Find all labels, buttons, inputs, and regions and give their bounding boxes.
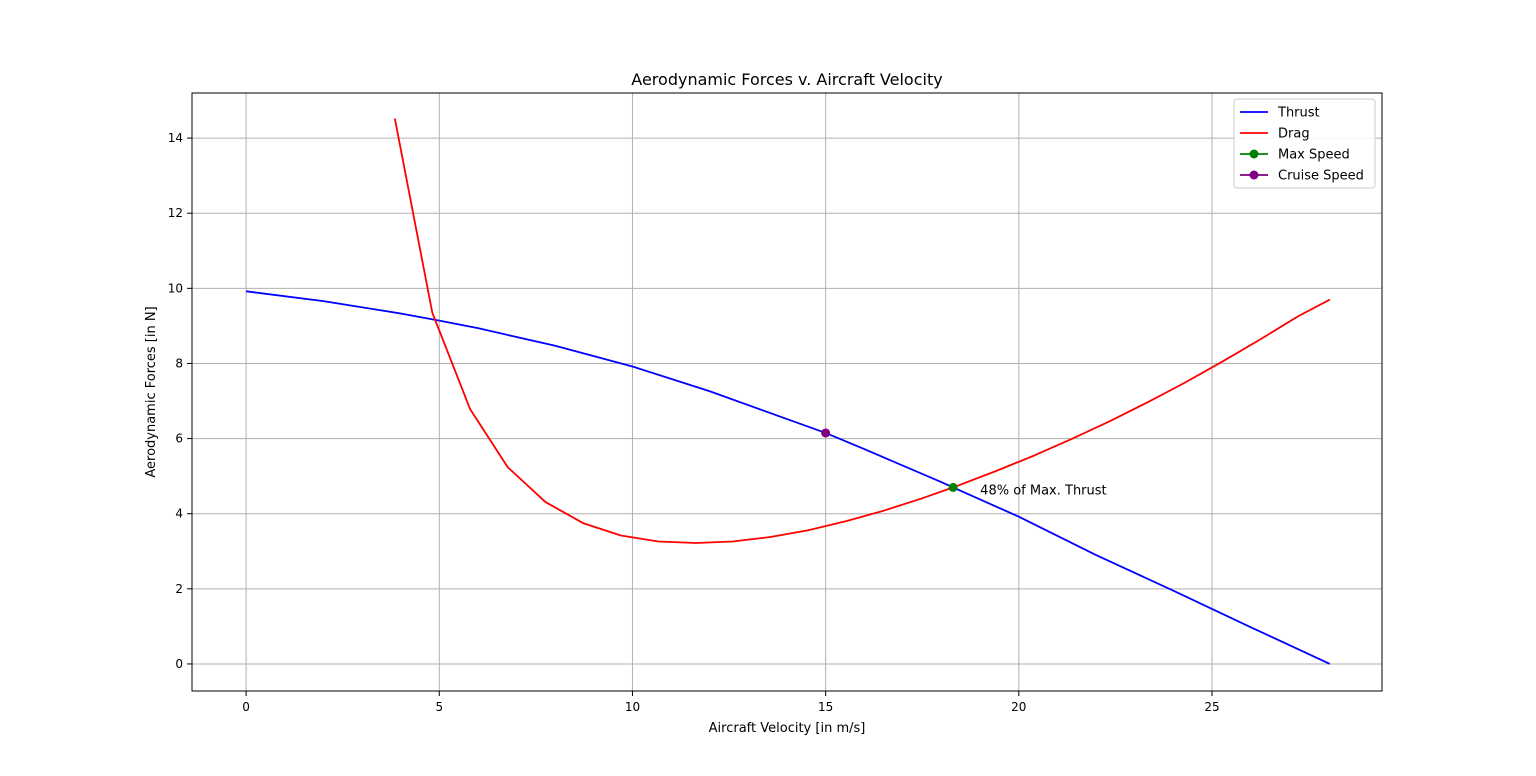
- legend-cruise-speed-label: Cruise Speed: [1278, 169, 1364, 184]
- drag-line: [393, 118, 1331, 544]
- x-tick-label: 5: [435, 700, 443, 714]
- legend-cruise-speed-marker: [1249, 170, 1259, 180]
- x-tick-label: 10: [625, 700, 640, 714]
- max-speed-marker: [948, 482, 958, 492]
- x-tick-label: 25: [1204, 700, 1219, 714]
- y-tick-label: 6: [175, 432, 183, 446]
- legend-thrust-label: Thrust: [1277, 106, 1320, 121]
- x-tick-label: 0: [242, 700, 250, 714]
- y-tick-label: 2: [175, 582, 183, 596]
- legend-max-speed-label: Max Speed: [1278, 148, 1350, 163]
- plot-frame: [191, 92, 1383, 692]
- x-tick-label: 15: [818, 700, 833, 714]
- y-tick-label: 0: [175, 657, 183, 671]
- annotation-label: 48% of Max. Thrust: [980, 483, 1106, 498]
- legend-drag-label: Drag: [1278, 127, 1310, 142]
- chart-title: Aerodynamic Forces v. Aircraft Velocity: [631, 70, 942, 89]
- legend-max-speed-marker: [1249, 149, 1259, 159]
- y-tick-label: 12: [168, 206, 183, 220]
- y-tick-label: 10: [168, 281, 183, 295]
- grid: [192, 93, 1382, 691]
- thrust-line: [245, 290, 1331, 665]
- y-axis-label: Aerodynamic Forces [in N]: [144, 306, 159, 477]
- cruise-speed-marker: [821, 428, 831, 438]
- x-tick-label: 20: [1011, 700, 1026, 714]
- y-tick-label: 4: [175, 507, 183, 521]
- y-tick-label: 14: [168, 131, 183, 145]
- legend-box: [1233, 98, 1376, 189]
- x-axis-label: Aircraft Velocity [in m/s]: [709, 721, 866, 736]
- legend: Thrust Drag Max Speed Cruise Speed: [1233, 98, 1376, 189]
- axis-ticks: 0 5 10 15 20 25 0 2 4 6 8 10 12 14: [168, 131, 1220, 714]
- y-tick-label: 8: [175, 356, 183, 370]
- plot-series: 48% of Max. Thrust: [245, 118, 1331, 665]
